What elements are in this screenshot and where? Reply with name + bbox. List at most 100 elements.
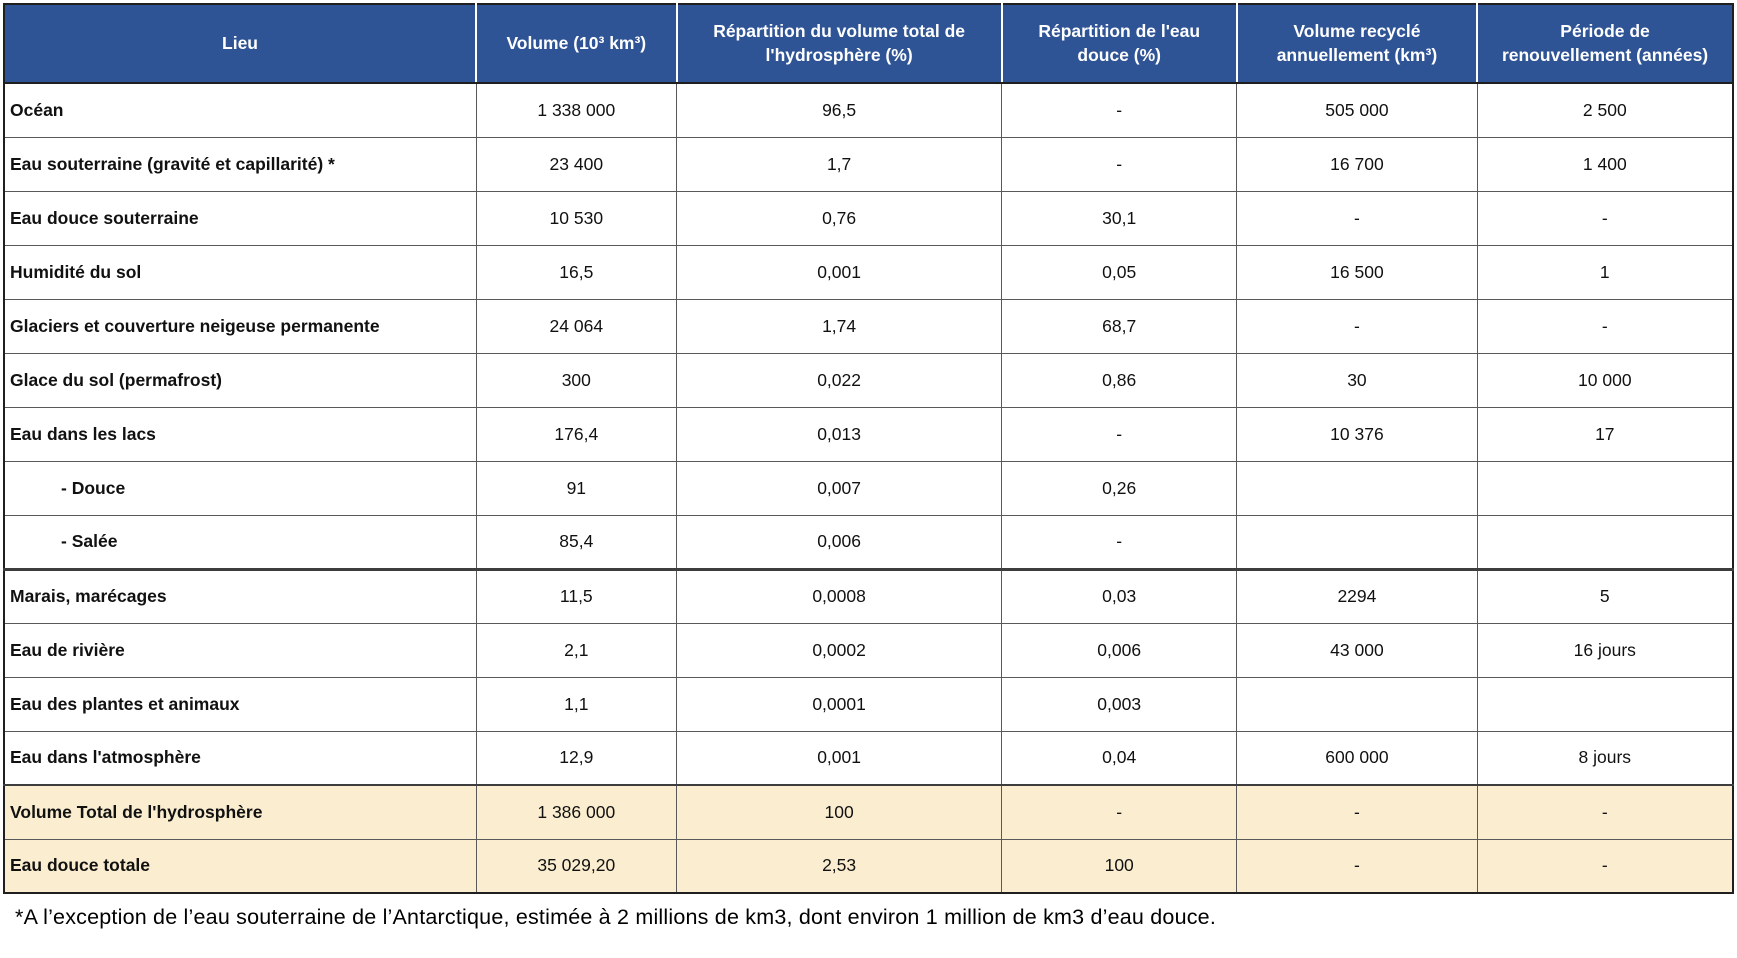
value-cell: [1476, 676, 1734, 732]
value-cell: 176,4: [475, 406, 678, 462]
column-header-repartition-hydrosphere: Répartition du volume total de l'hydrosp…: [675, 4, 1002, 84]
row-label-cell: Eau douce totale: [3, 838, 477, 894]
value-cell: 0,007: [676, 460, 1003, 516]
row-label-cell: Humidité du sol: [3, 244, 477, 300]
value-cell: -: [1236, 298, 1478, 354]
value-cell: 12,9: [475, 730, 678, 786]
value-cell: -: [1476, 784, 1734, 840]
value-cell: 2,1: [475, 622, 678, 678]
value-cell: -: [1001, 82, 1238, 138]
value-cell: 24 064: [475, 298, 678, 354]
column-header-repartition-eau-douce: Répartition de l'eau douce (%): [1000, 4, 1237, 84]
value-cell: 0,05: [1001, 244, 1238, 300]
value-cell: -: [1001, 514, 1238, 570]
value-cell: -: [1476, 298, 1734, 354]
table-row: Marais, marécages 11,5 0,0008 0,03 2294 5: [3, 567, 1734, 624]
row-label-cell: Océan: [3, 82, 477, 138]
value-cell: 0,86: [1001, 352, 1238, 408]
total-row: Eau douce totale 35 029,20 2,53 100- -: [3, 838, 1734, 894]
total-row: Volume Total de l'hydrosphère 1 386 000 10…: [3, 784, 1734, 840]
table-row: Humidité du sol 16,5 0,001 0,05 16 500 1: [3, 244, 1734, 300]
value-cell: 68,7: [1001, 298, 1238, 354]
row-label-cell: Eau dans l'atmosphère: [3, 730, 477, 786]
row-label-cell: Glaciers et couverture neigeuse permanen…: [3, 298, 477, 354]
value-cell: 0,006: [676, 514, 1003, 570]
value-cell: -: [1236, 838, 1478, 894]
value-cell: 16,5: [475, 244, 678, 300]
table-row: Eau des plantes et animaux 1,1 0,0001 0,003: [3, 676, 1734, 732]
value-cell: 10 376: [1236, 406, 1478, 462]
column-header-lieu: Lieu: [4, 4, 477, 84]
value-cell: 30: [1236, 352, 1478, 408]
table-row: - Douce 91 0,007 0,26: [3, 460, 1734, 516]
row-label-cell: - Douce: [3, 460, 477, 516]
value-cell: [1236, 676, 1478, 732]
row-label-cell: Eau de rivière: [3, 622, 477, 678]
value-cell: 30,1: [1001, 190, 1238, 246]
value-cell: 0,0008: [676, 567, 1003, 624]
row-label-cell: Eau douce souterraine: [3, 190, 477, 246]
value-cell: 16 500: [1236, 244, 1478, 300]
value-cell: 505 000: [1236, 82, 1478, 138]
value-cell: -: [1236, 784, 1478, 840]
table-row: Eau dans les lacs 176,4 0,013-10 376 17: [3, 406, 1734, 462]
value-cell: 0,0001: [676, 676, 1003, 732]
table-row: Eau douce souterraine 10 530 0,76 30,1- -: [3, 190, 1734, 246]
column-header-volume-recycle: Volume recyclé annuellement (km³): [1235, 4, 1478, 84]
value-cell: 5: [1476, 567, 1734, 624]
value-cell: 23 400: [475, 136, 678, 192]
row-label-cell: Eau souterraine (gravité et capillarité)…: [3, 136, 477, 192]
value-cell: 16 jours: [1476, 622, 1734, 678]
value-cell: 11,5: [475, 567, 678, 624]
hydrosphere-table: Lieu Volume (10³ km³) Répartition du vol…: [3, 3, 1734, 894]
value-cell: 0,001: [676, 244, 1003, 300]
value-cell: [1236, 460, 1478, 516]
table-row: - Salée 85,4 0,006-: [3, 514, 1734, 570]
value-cell: 1,74: [676, 298, 1003, 354]
column-header-volume: Volume (10³ km³): [475, 4, 677, 84]
value-cell: [1476, 514, 1734, 570]
value-cell: 1 386 000: [475, 784, 678, 840]
value-cell: 8 jours: [1476, 730, 1734, 786]
row-label-cell: Eau dans les lacs: [3, 406, 477, 462]
value-cell: [1476, 460, 1734, 516]
value-cell: 1,7: [676, 136, 1003, 192]
value-cell: -: [1001, 136, 1238, 192]
value-cell: 0,006: [1001, 622, 1238, 678]
value-cell: 1,1: [475, 676, 678, 732]
value-cell: -: [1476, 838, 1734, 894]
row-label-cell: - Salée: [3, 514, 477, 570]
value-cell: -: [1236, 190, 1478, 246]
table-row: Eau dans l'atmosphère 12,9 0,001 0,04 600 00…: [3, 730, 1734, 786]
row-label-cell: Glace du sol (permafrost): [3, 352, 477, 408]
table-row: Eau souterraine (gravité et capillarité)…: [3, 136, 1734, 192]
value-cell: -: [1001, 406, 1238, 462]
value-cell: 17: [1476, 406, 1734, 462]
value-cell: 43 000: [1236, 622, 1478, 678]
value-cell: 100: [1001, 838, 1238, 894]
value-cell: 0,022: [676, 352, 1003, 408]
value-cell: 600 000: [1236, 730, 1478, 786]
value-cell: 10 530: [475, 190, 678, 246]
table-row: Glaciers et couverture neigeuse permanen…: [3, 298, 1734, 354]
value-cell: 2,53: [676, 838, 1003, 894]
table-body: Océan 1 338 000 96,5-505 000 2 500 Eau soute…: [3, 82, 1734, 894]
value-cell: 85,4: [475, 514, 678, 570]
value-cell: 16 700: [1236, 136, 1478, 192]
value-cell: 1: [1476, 244, 1734, 300]
table-row: Eau de rivière 2,1 0,0002 0,006 43 000 16 jou…: [3, 622, 1734, 678]
table-header: Lieu Volume (10³ km³) Répartition du vol…: [4, 4, 1733, 84]
value-cell: 1 400: [1476, 136, 1734, 192]
value-cell: 0,04: [1001, 730, 1238, 786]
value-cell: 100: [676, 784, 1003, 840]
value-cell: 10 000: [1476, 352, 1734, 408]
value-cell: -: [1001, 784, 1238, 840]
value-cell: 0,013: [676, 406, 1003, 462]
header-row: Lieu Volume (10³ km³) Répartition du vol…: [4, 4, 1733, 84]
footnote: *A l’exception de l’eau souterraine de l…: [15, 905, 1217, 929]
row-label-cell: Marais, marécages: [3, 567, 477, 624]
value-cell: 0,0002: [676, 622, 1003, 678]
table-row: Glace du sol (permafrost) 300 0,022 0,86 30 1…: [3, 352, 1734, 408]
value-cell: 0,03: [1001, 567, 1238, 624]
value-cell: 1 338 000: [475, 82, 678, 138]
